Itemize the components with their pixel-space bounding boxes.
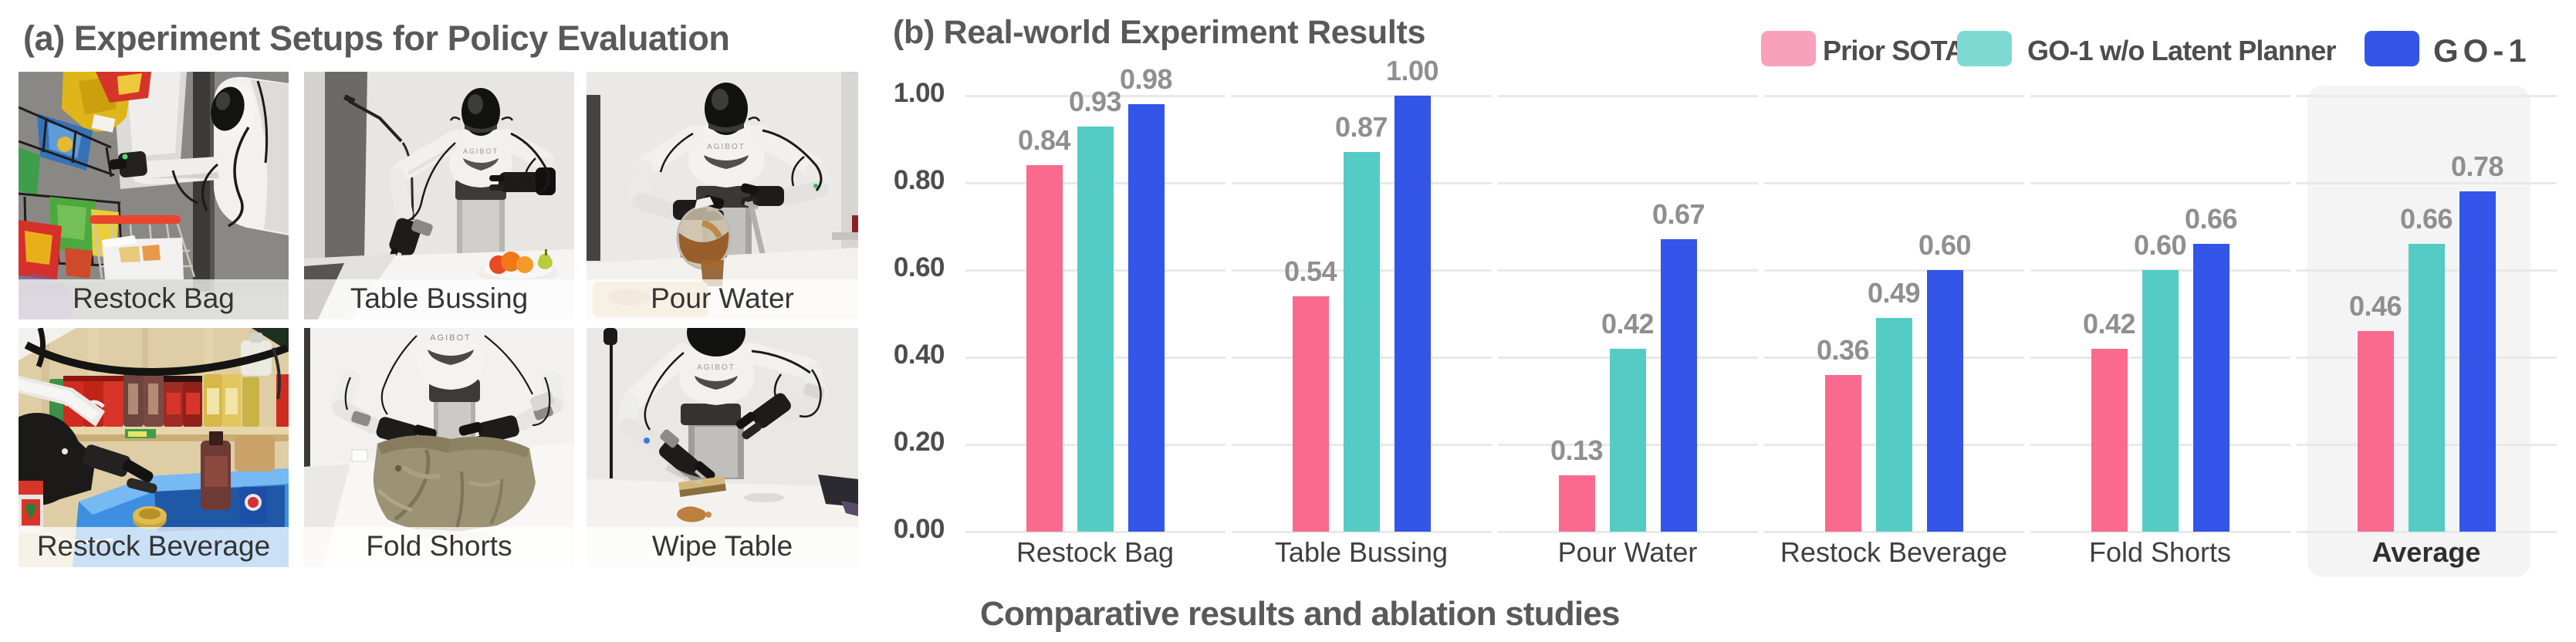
svg-text:AGIBOT: AGIBOT (430, 333, 472, 343)
svg-text:AGIBOT: AGIBOT (697, 363, 735, 372)
svg-text:AGIBOT: AGIBOT (707, 143, 745, 151)
svg-text:AGIBOT: AGIBOT (463, 147, 499, 155)
